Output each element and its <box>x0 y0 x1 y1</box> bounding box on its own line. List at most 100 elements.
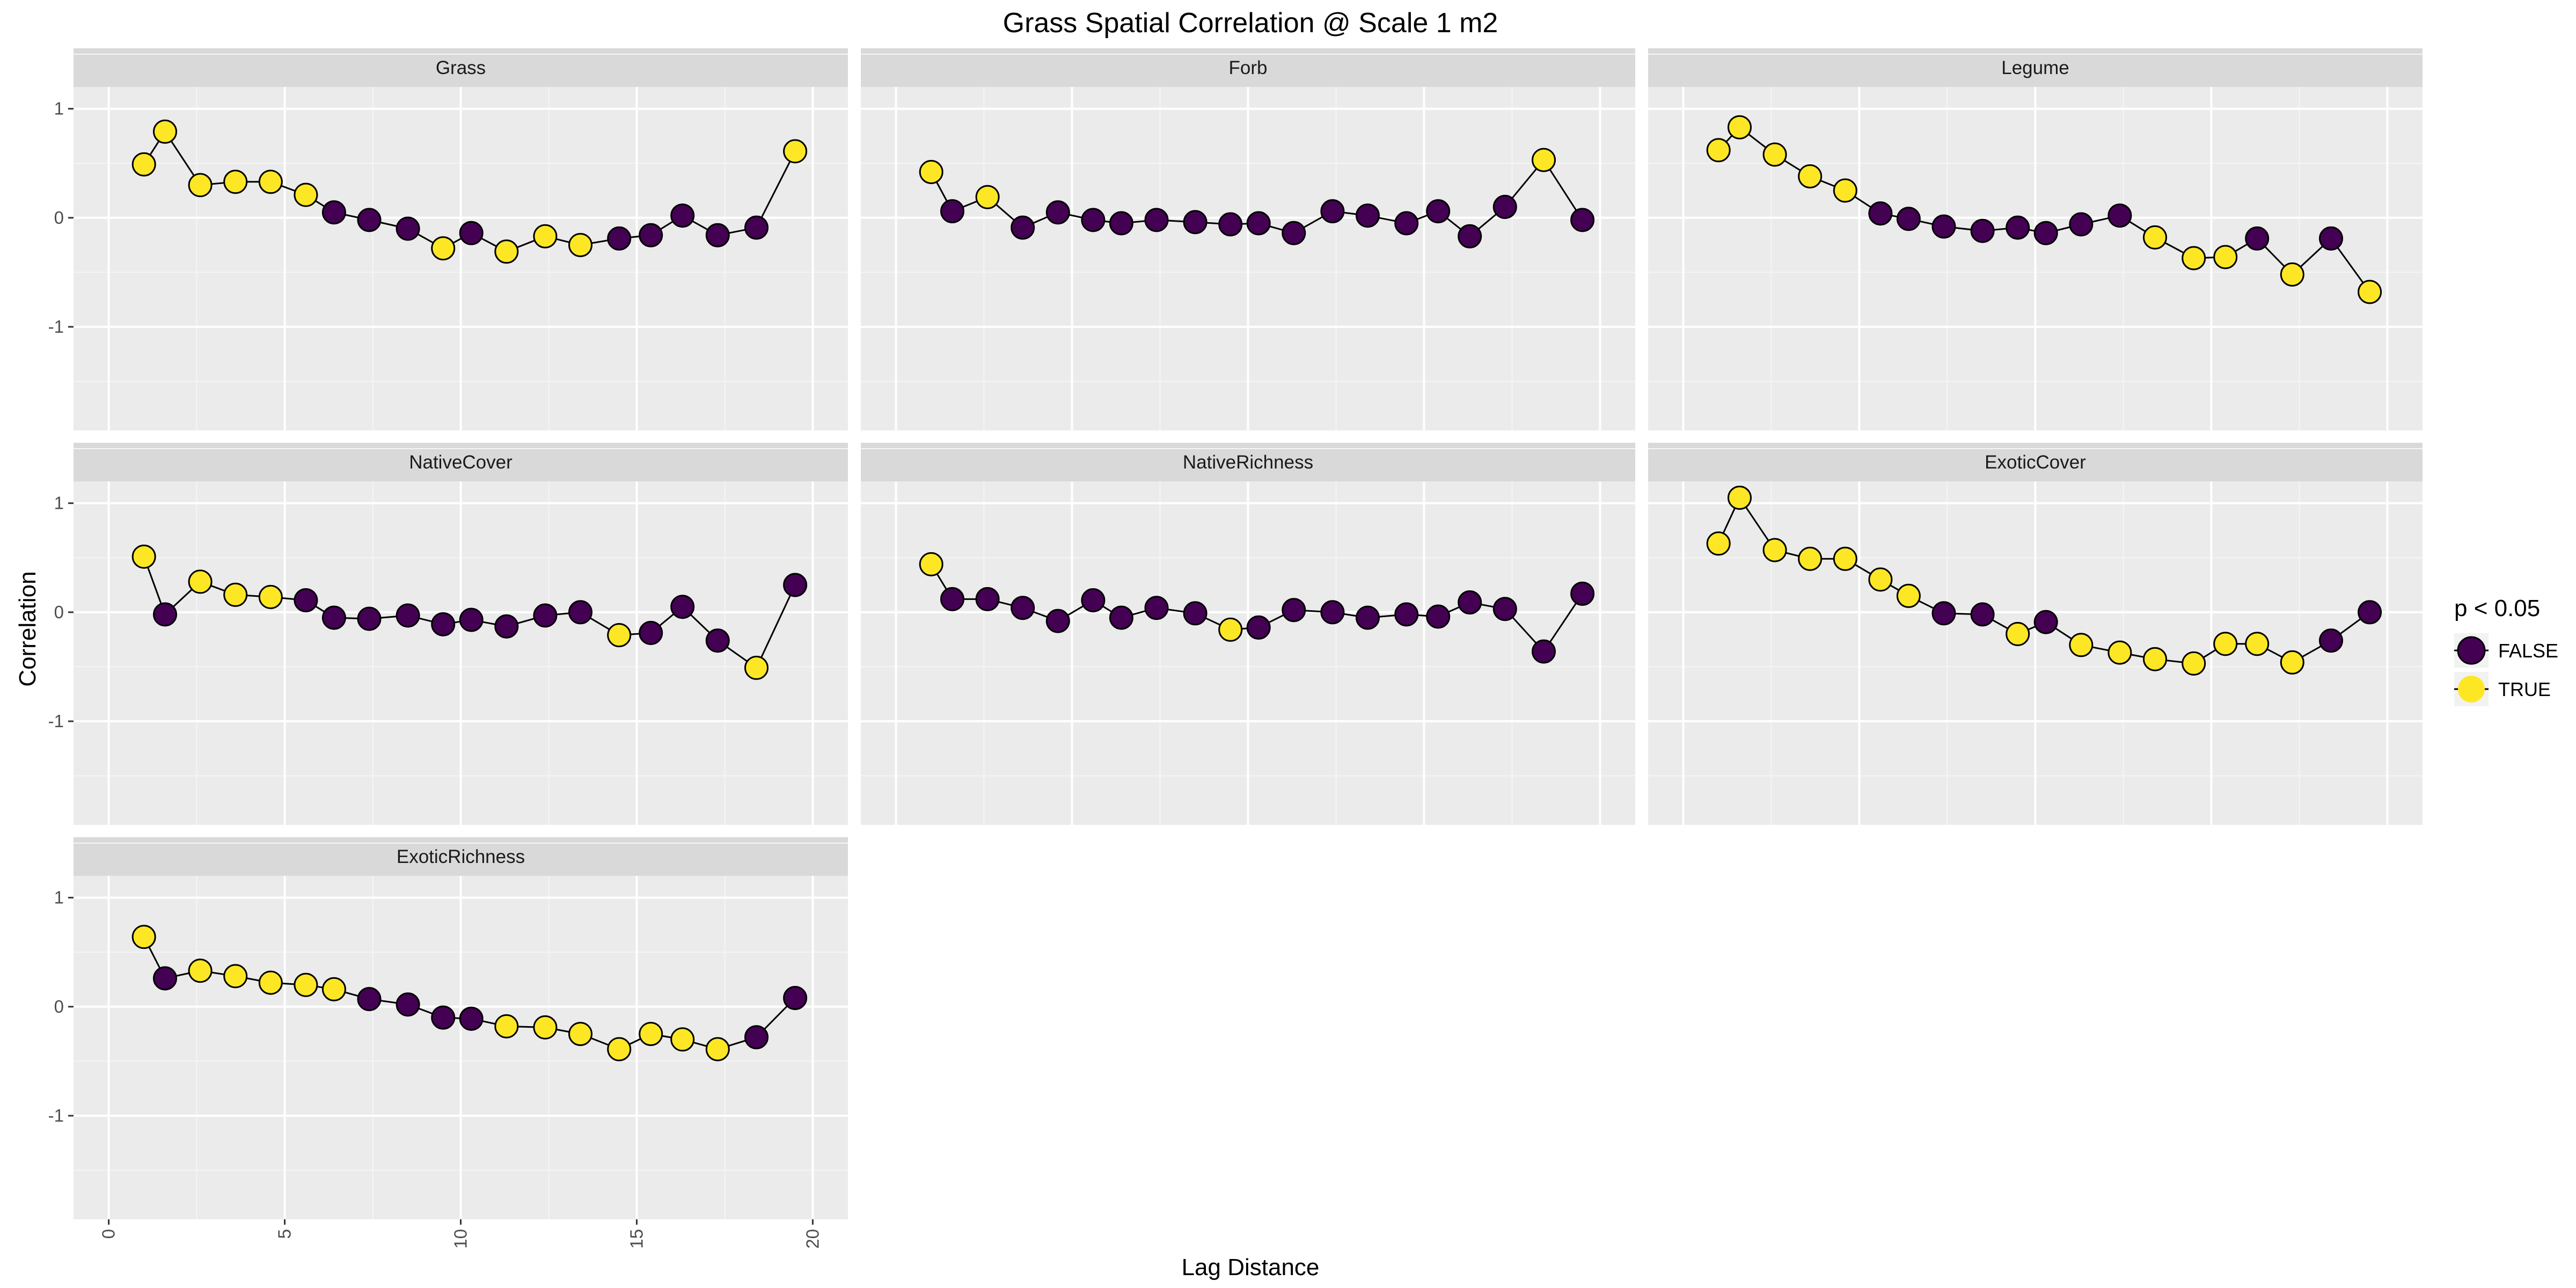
data-point-false <box>1394 211 1419 236</box>
facet-panel-exoticcover: ExoticCover <box>1648 443 2423 825</box>
data-point-true <box>321 977 346 1001</box>
data-point-true <box>188 173 213 197</box>
data-point-false <box>670 595 695 619</box>
data-point-true <box>153 119 177 144</box>
legend-key-false-point <box>2457 636 2486 665</box>
data-point-true <box>1896 583 1921 608</box>
data-point-true <box>975 185 1000 209</box>
data-point-true <box>1762 538 1787 562</box>
facet-strip-label: ExoticCover <box>1985 452 2086 473</box>
data-point-false <box>1144 208 1169 232</box>
data-point-true <box>744 655 769 680</box>
data-point-true <box>919 552 943 576</box>
data-point-false <box>1144 596 1169 620</box>
data-point-false <box>1970 602 1995 627</box>
x-axis-title: Lag Distance <box>1182 1254 1320 1280</box>
facet-panel-forb: Forb <box>861 48 1635 430</box>
y-tick-label: 0 <box>54 208 64 228</box>
y-tick-label: 0 <box>54 602 64 622</box>
data-point-true <box>294 182 318 207</box>
facet-strip-label: NativeCover <box>409 452 513 473</box>
data-point-true <box>783 139 808 164</box>
x-tick-label: 20 <box>802 1229 822 1249</box>
data-point-true <box>2143 647 2167 671</box>
data-point-true <box>1798 546 1823 571</box>
data-point-true <box>533 224 558 248</box>
data-point-true <box>607 1037 632 1062</box>
facet-strip-label: ExoticRichness <box>397 846 525 867</box>
y-tick-label: 1 <box>54 888 64 908</box>
data-point-false <box>1320 199 1345 224</box>
data-point-false <box>494 614 519 639</box>
data-point-false <box>1282 598 1306 623</box>
data-point-false <box>1896 207 1921 231</box>
data-point-true <box>2182 651 2206 676</box>
data-point-true <box>2245 632 2270 656</box>
x-tick-label: 15 <box>626 1229 646 1249</box>
data-point-false <box>1011 215 1035 240</box>
data-point-false <box>1532 639 1556 664</box>
data-point-false <box>1426 604 1451 629</box>
data-point-false <box>783 573 808 597</box>
legend-item-true: TRUE <box>2454 672 2551 706</box>
data-point-true <box>607 623 632 647</box>
data-point-false <box>940 587 964 611</box>
data-point-true <box>2280 262 2304 287</box>
data-point-true <box>1833 546 1857 571</box>
data-point-false <box>705 223 730 247</box>
data-point-true <box>2280 650 2304 675</box>
data-point-false <box>357 606 382 631</box>
data-point-false <box>1282 221 1306 245</box>
data-point-true <box>223 964 248 989</box>
legend-label-false: FALSE <box>2498 640 2558 662</box>
data-point-false <box>533 603 558 628</box>
data-point-false <box>2006 215 2030 240</box>
x-tick-label: 0 <box>99 1229 119 1239</box>
y-tick-label: 1 <box>54 493 64 513</box>
data-point-false <box>153 602 177 627</box>
data-point-false <box>2245 226 2270 251</box>
x-tick-label: 10 <box>451 1229 471 1249</box>
data-point-true <box>2182 246 2206 270</box>
data-point-true <box>2358 280 2382 304</box>
facet-strip-label: NativeRichness <box>1183 452 1313 473</box>
data-point-false <box>1426 199 1451 224</box>
data-point-false <box>1492 195 1517 219</box>
data-point-true <box>258 584 283 609</box>
data-point-false <box>705 628 730 653</box>
data-point-false <box>2069 212 2094 237</box>
y-tick-label: -1 <box>48 1106 64 1125</box>
data-point-true <box>258 970 283 995</box>
data-point-false <box>1183 601 1208 626</box>
data-point-true <box>533 1015 558 1040</box>
data-point-true <box>705 1037 730 1062</box>
x-tick-label: 5 <box>275 1229 295 1239</box>
data-point-true <box>494 239 519 264</box>
data-point-true <box>294 972 318 997</box>
data-point-false <box>1218 212 1243 237</box>
legend-item-false: FALSE <box>2454 633 2558 668</box>
data-point-true <box>2213 632 2238 656</box>
data-point-true <box>1728 486 1752 510</box>
data-point-false <box>1458 590 1482 614</box>
data-point-true <box>431 236 456 261</box>
data-point-true <box>188 569 213 594</box>
legend: p < 0.05 FALSE TRUE <box>2454 595 2558 706</box>
data-point-true <box>639 1022 663 1046</box>
y-axis-title: Correlation <box>14 571 41 686</box>
data-point-false <box>2319 628 2343 653</box>
data-point-false <box>294 588 318 612</box>
data-point-false <box>357 208 382 232</box>
data-point-true <box>131 152 156 177</box>
data-point-false <box>1320 600 1345 625</box>
data-point-false <box>321 605 346 630</box>
data-point-true <box>223 582 248 607</box>
data-point-true <box>188 958 213 983</box>
data-point-false <box>2358 600 2382 625</box>
facet-panel-nativerichness: NativeRichness <box>861 443 1635 825</box>
data-point-false <box>744 1025 769 1050</box>
facet-panel-nativecover: NativeCover 1 0 -1 <box>48 443 848 825</box>
